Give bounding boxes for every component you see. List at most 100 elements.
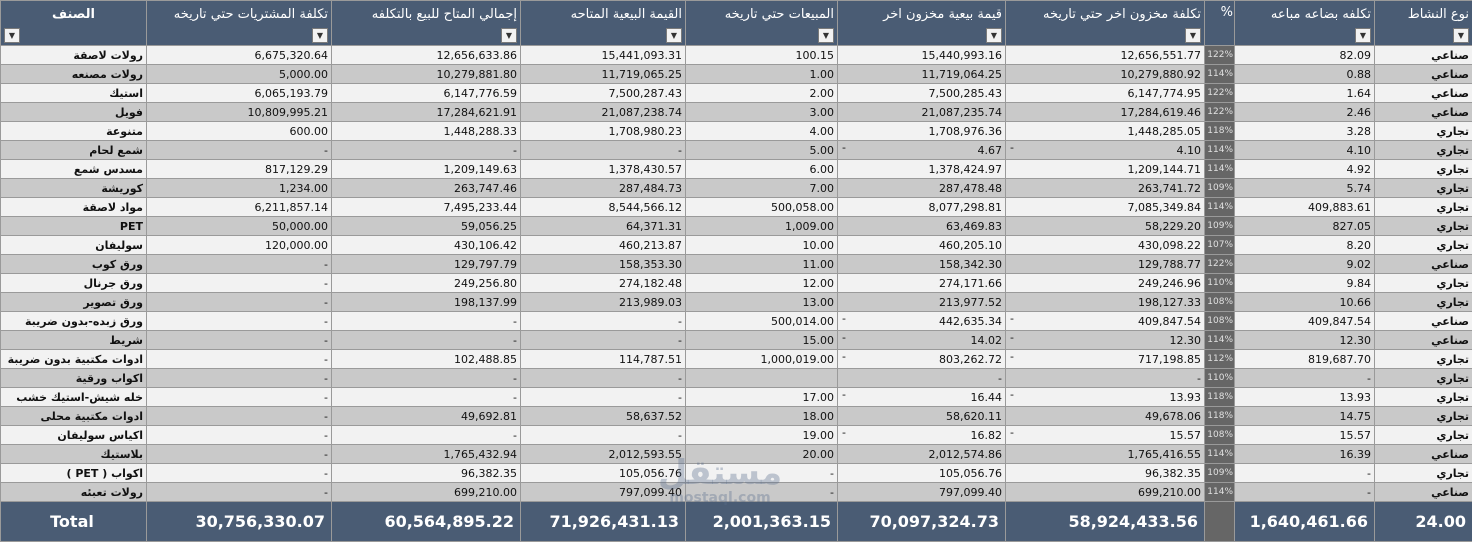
cell-last-stock-sale[interactable]: - 442,635.34 bbox=[837, 311, 1006, 331]
cell-available-cost[interactable]: 10,279,881.80 bbox=[331, 64, 521, 84]
cell-purchases-cost[interactable]: - bbox=[146, 349, 332, 369]
cell-last-stock-cost[interactable]: 1,765,416.55 bbox=[1005, 444, 1205, 464]
cell-purchases-cost[interactable]: 120,000.00 bbox=[146, 235, 332, 255]
cell-pct[interactable]: 108% bbox=[1204, 311, 1235, 331]
filter-dropdown-icon[interactable]: ▼ bbox=[1355, 28, 1371, 43]
cell-last-stock-sale[interactable]: - 16.44 bbox=[837, 387, 1006, 407]
cell-available-cost[interactable]: 49,692.81 bbox=[331, 406, 521, 426]
cell-available-cost[interactable]: 430,106.42 bbox=[331, 235, 521, 255]
cell-activity[interactable]: صناعي bbox=[1374, 311, 1472, 331]
cell-goods-cost[interactable]: 9.84 bbox=[1234, 273, 1375, 293]
cell-goods-cost[interactable]: 5.74 bbox=[1234, 178, 1375, 198]
cell-purchases-cost[interactable]: - bbox=[146, 444, 332, 464]
cell-goods-cost[interactable]: 14.75 bbox=[1234, 406, 1375, 426]
cell-last-stock-sale[interactable]: - 4.67 bbox=[837, 140, 1006, 160]
cell-available-cost[interactable]: 1,765,432.94 bbox=[331, 444, 521, 464]
cell-last-stock-cost[interactable]: 49,678.06 bbox=[1005, 406, 1205, 426]
cell-available-sale[interactable]: - bbox=[520, 330, 686, 350]
filter-dropdown-icon[interactable]: ▼ bbox=[986, 28, 1002, 43]
cell-activity[interactable]: صناعي bbox=[1374, 330, 1472, 350]
cell-available-sale[interactable]: 797,099.40 bbox=[520, 482, 686, 502]
cell-activity[interactable]: تجاري bbox=[1374, 406, 1472, 426]
cell-goods-cost[interactable]: 12.30 bbox=[1234, 330, 1375, 350]
cell-available-cost[interactable]: 249,256.80 bbox=[331, 273, 521, 293]
cell-goods-cost[interactable]: 819,687.70 bbox=[1234, 349, 1375, 369]
cell-last-stock-sale[interactable]: - 16.82 bbox=[837, 425, 1006, 445]
cell-available-cost[interactable]: 1,448,288.33 bbox=[331, 121, 521, 141]
cell-goods-cost[interactable]: 0.88 bbox=[1234, 64, 1375, 84]
cell-sales[interactable]: 3.00 bbox=[685, 102, 838, 122]
cell-goods-cost[interactable]: 82.09 bbox=[1234, 45, 1375, 65]
cell-sales[interactable]: 15.00 bbox=[685, 330, 838, 350]
cell-pct[interactable]: 118% bbox=[1204, 406, 1235, 426]
cell-activity[interactable]: تجاري bbox=[1374, 235, 1472, 255]
cell-goods-cost[interactable]: 827.05 bbox=[1234, 216, 1375, 236]
cell-available-sale[interactable]: 287,484.73 bbox=[520, 178, 686, 198]
cell-sales[interactable]: 6.00 bbox=[685, 159, 838, 179]
cell-activity[interactable]: صناعي bbox=[1374, 64, 1472, 84]
cell-activity[interactable]: تجاري bbox=[1374, 178, 1472, 198]
cell-available-cost[interactable]: 96,382.35 bbox=[331, 463, 521, 483]
cell-available-sale[interactable]: 15,441,093.31 bbox=[520, 45, 686, 65]
cell-activity[interactable]: تجاري bbox=[1374, 387, 1472, 407]
cell-purchases-cost[interactable]: - bbox=[146, 425, 332, 445]
cell-sales[interactable]: 7.00 bbox=[685, 178, 838, 198]
filter-dropdown-icon[interactable]: ▼ bbox=[1453, 28, 1469, 43]
cell-pct[interactable]: 107% bbox=[1204, 235, 1235, 255]
totals-sales[interactable]: 2,001,363.15 bbox=[685, 501, 838, 542]
cell-activity[interactable]: تجاري bbox=[1374, 292, 1472, 312]
cell-activity[interactable]: صناعي bbox=[1374, 482, 1472, 502]
cell-sales[interactable]: 17.00 bbox=[685, 387, 838, 407]
cell-pct[interactable]: 122% bbox=[1204, 83, 1235, 103]
cell-last-stock-sale[interactable]: 1,708,976.36 bbox=[837, 121, 1006, 141]
cell-last-stock-cost[interactable]: 249,246.96 bbox=[1005, 273, 1205, 293]
cell-sales[interactable]: - bbox=[685, 463, 838, 483]
totals-available-cost[interactable]: 60,564,895.22 bbox=[331, 501, 521, 542]
cell-last-stock-sale[interactable]: 213,977.52 bbox=[837, 292, 1006, 312]
cell-category[interactable]: رولات لاصقة bbox=[0, 45, 147, 65]
cell-purchases-cost[interactable]: 600.00 bbox=[146, 121, 332, 141]
cell-goods-cost[interactable]: 4.92 bbox=[1234, 159, 1375, 179]
cell-activity[interactable]: تجاري bbox=[1374, 425, 1472, 445]
totals-last-stock-cost[interactable]: 58,924,433.56 bbox=[1005, 501, 1205, 542]
cell-goods-cost[interactable]: 2.46 bbox=[1234, 102, 1375, 122]
cell-purchases-cost[interactable]: - bbox=[146, 330, 332, 350]
cell-available-sale[interactable]: 213,989.03 bbox=[520, 292, 686, 312]
totals-activity[interactable]: 24.00 bbox=[1374, 501, 1472, 542]
totals-goods-cost[interactable]: 1,640,461.66 bbox=[1234, 501, 1375, 542]
cell-pct[interactable]: 114% bbox=[1204, 159, 1235, 179]
cell-category[interactable]: ( PET ) اكواب bbox=[0, 463, 147, 483]
cell-purchases-cost[interactable]: 10,809,995.21 bbox=[146, 102, 332, 122]
cell-last-stock-sale[interactable]: 1,378,424.97 bbox=[837, 159, 1006, 179]
cell-last-stock-cost[interactable]: - bbox=[1005, 368, 1205, 388]
cell-pct[interactable]: 114% bbox=[1204, 140, 1235, 160]
cell-pct[interactable]: 118% bbox=[1204, 387, 1235, 407]
cell-pct[interactable]: 109% bbox=[1204, 463, 1235, 483]
cell-available-cost[interactable]: 59,056.25 bbox=[331, 216, 521, 236]
totals-pct[interactable] bbox=[1204, 501, 1235, 542]
cell-category[interactable]: استيك bbox=[0, 83, 147, 103]
cell-last-stock-cost[interactable]: - 4.10 bbox=[1005, 140, 1205, 160]
cell-last-stock-sale[interactable]: 63,469.83 bbox=[837, 216, 1006, 236]
cell-last-stock-sale[interactable]: 274,171.66 bbox=[837, 273, 1006, 293]
cell-available-cost[interactable]: 1,209,149.63 bbox=[331, 159, 521, 179]
cell-goods-cost[interactable]: - bbox=[1234, 482, 1375, 502]
cell-available-sale[interactable]: - bbox=[520, 140, 686, 160]
cell-pct[interactable]: 112% bbox=[1204, 349, 1235, 369]
cell-sales[interactable]: 1.00 bbox=[685, 64, 838, 84]
cell-pct[interactable]: 114% bbox=[1204, 444, 1235, 464]
cell-available-sale[interactable]: 64,371.31 bbox=[520, 216, 686, 236]
cell-purchases-cost[interactable]: 5,000.00 bbox=[146, 64, 332, 84]
cell-category[interactable]: فويل bbox=[0, 102, 147, 122]
cell-sales[interactable]: 13.00 bbox=[685, 292, 838, 312]
cell-activity[interactable]: تجاري bbox=[1374, 121, 1472, 141]
cell-available-cost[interactable]: 102,488.85 bbox=[331, 349, 521, 369]
cell-last-stock-cost[interactable]: 6,147,774.95 bbox=[1005, 83, 1205, 103]
cell-activity[interactable]: تجاري bbox=[1374, 463, 1472, 483]
cell-sales[interactable]: 19.00 bbox=[685, 425, 838, 445]
cell-available-sale[interactable]: 8,544,566.12 bbox=[520, 197, 686, 217]
cell-available-sale[interactable]: - bbox=[520, 368, 686, 388]
cell-available-sale[interactable]: 274,182.48 bbox=[520, 273, 686, 293]
cell-available-cost[interactable]: 7,495,233.44 bbox=[331, 197, 521, 217]
cell-available-sale[interactable]: 1,708,980.23 bbox=[520, 121, 686, 141]
